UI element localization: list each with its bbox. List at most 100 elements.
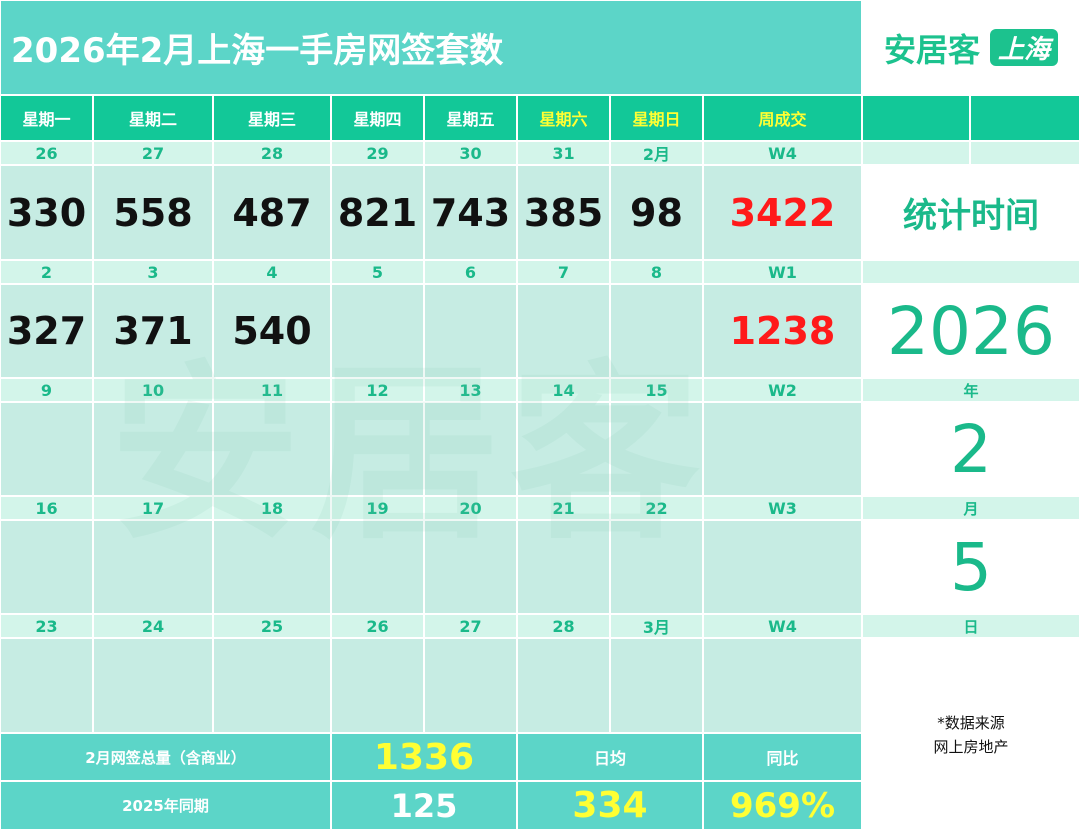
summary-prev: 125 bbox=[332, 782, 516, 829]
side-date-row bbox=[863, 142, 969, 164]
value-cell bbox=[518, 285, 609, 377]
week-total bbox=[704, 521, 861, 613]
date-cell: W1 bbox=[704, 261, 861, 283]
value-cell bbox=[425, 403, 516, 495]
column-header: 星期日 bbox=[611, 96, 702, 140]
value-cell bbox=[518, 639, 609, 732]
date-cell: W4 bbox=[704, 615, 861, 637]
date-cell: 24 bbox=[94, 615, 212, 637]
side-unit: 年 bbox=[863, 379, 1079, 401]
column-header: 星期一 bbox=[1, 96, 92, 140]
value-cell bbox=[425, 285, 516, 377]
date-cell: 18 bbox=[214, 497, 330, 519]
value-cell bbox=[94, 403, 212, 495]
date-cell: 27 bbox=[425, 615, 516, 637]
column-header: 星期五 bbox=[425, 96, 516, 140]
date-cell: 22 bbox=[611, 497, 702, 519]
column-header: 星期二 bbox=[94, 96, 212, 140]
side-day: 5 bbox=[863, 521, 1079, 613]
value-cell: 558 bbox=[94, 166, 212, 259]
value-cell bbox=[425, 521, 516, 613]
side-month: 2 bbox=[863, 403, 1079, 495]
value-cell bbox=[611, 403, 702, 495]
value-cell: 540 bbox=[214, 285, 330, 377]
date-cell: 27 bbox=[94, 142, 212, 164]
value-cell bbox=[611, 639, 702, 732]
value-cell: 98 bbox=[611, 166, 702, 259]
date-cell: 6 bbox=[425, 261, 516, 283]
summary-total: 1336 bbox=[332, 734, 516, 780]
side-header bbox=[863, 96, 969, 140]
source-line: 网上房地产 bbox=[863, 735, 1079, 757]
value-cell: 385 bbox=[518, 166, 609, 259]
date-cell: 14 bbox=[518, 379, 609, 401]
value-cell: 330 bbox=[1, 166, 92, 259]
value-cell bbox=[611, 521, 702, 613]
week-total bbox=[704, 403, 861, 495]
date-cell: W4 bbox=[704, 142, 861, 164]
date-cell: 13 bbox=[425, 379, 516, 401]
value-cell: 487 bbox=[214, 166, 330, 259]
side-unit: 月 bbox=[863, 497, 1079, 519]
value-cell bbox=[94, 639, 212, 732]
date-cell: 29 bbox=[332, 142, 423, 164]
source-line: *数据来源 bbox=[863, 711, 1079, 733]
value-cell bbox=[332, 521, 423, 613]
side-row bbox=[863, 261, 1079, 283]
date-cell: 26 bbox=[1, 142, 92, 164]
value-cell: 327 bbox=[1, 285, 92, 377]
value-cell: 743 bbox=[425, 166, 516, 259]
date-cell: 20 bbox=[425, 497, 516, 519]
date-cell: 23 bbox=[1, 615, 92, 637]
date-cell: 15 bbox=[611, 379, 702, 401]
date-cell: 28 bbox=[214, 142, 330, 164]
value-cell bbox=[1, 639, 92, 732]
column-header: 星期三 bbox=[214, 96, 330, 140]
date-cell: W2 bbox=[704, 379, 861, 401]
date-cell: 4 bbox=[214, 261, 330, 283]
side-date-row bbox=[971, 142, 1079, 164]
week-total: 3422 bbox=[704, 166, 861, 259]
date-cell: 5 bbox=[332, 261, 423, 283]
date-cell: 21 bbox=[518, 497, 609, 519]
date-cell: W3 bbox=[704, 497, 861, 519]
date-cell: 3月 bbox=[611, 615, 702, 637]
side-header bbox=[971, 96, 1079, 140]
value-cell: 821 bbox=[332, 166, 423, 259]
value-cell bbox=[332, 639, 423, 732]
date-cell: 17 bbox=[94, 497, 212, 519]
side-label: 统计时间 bbox=[863, 166, 1079, 259]
title-bar: 2026年2月上海一手房网签套数 bbox=[1, 1, 861, 94]
date-cell: 12 bbox=[332, 379, 423, 401]
date-cell: 2月 bbox=[611, 142, 702, 164]
column-header: 星期六 bbox=[518, 96, 609, 140]
date-cell: 28 bbox=[518, 615, 609, 637]
summary-yoy: 969% bbox=[704, 782, 861, 829]
date-cell: 9 bbox=[1, 379, 92, 401]
value-cell bbox=[425, 639, 516, 732]
date-cell: 25 bbox=[214, 615, 330, 637]
date-cell: 19 bbox=[332, 497, 423, 519]
side-unit: 日 bbox=[863, 615, 1079, 637]
week-total: 1238 bbox=[704, 285, 861, 377]
brand-tag: 上海 bbox=[990, 29, 1059, 66]
date-cell: 7 bbox=[518, 261, 609, 283]
week-total bbox=[704, 639, 861, 732]
column-header: 星期四 bbox=[332, 96, 423, 140]
value-cell bbox=[214, 639, 330, 732]
summary-label: 2月网签总量（含商业） bbox=[1, 734, 330, 780]
brand: 安居客 上海 bbox=[863, 1, 1079, 94]
summary-label: 日均 bbox=[518, 734, 702, 780]
value-cell bbox=[518, 403, 609, 495]
value-cell bbox=[94, 521, 212, 613]
column-header: 周成交 bbox=[704, 96, 861, 140]
date-cell: 30 bbox=[425, 142, 516, 164]
value-cell bbox=[332, 285, 423, 377]
date-cell: 2 bbox=[1, 261, 92, 283]
date-cell: 10 bbox=[94, 379, 212, 401]
summary-label: 2025年同期 bbox=[1, 782, 330, 829]
summary-label: 同比 bbox=[704, 734, 861, 780]
value-cell bbox=[332, 403, 423, 495]
value-cell: 371 bbox=[94, 285, 212, 377]
